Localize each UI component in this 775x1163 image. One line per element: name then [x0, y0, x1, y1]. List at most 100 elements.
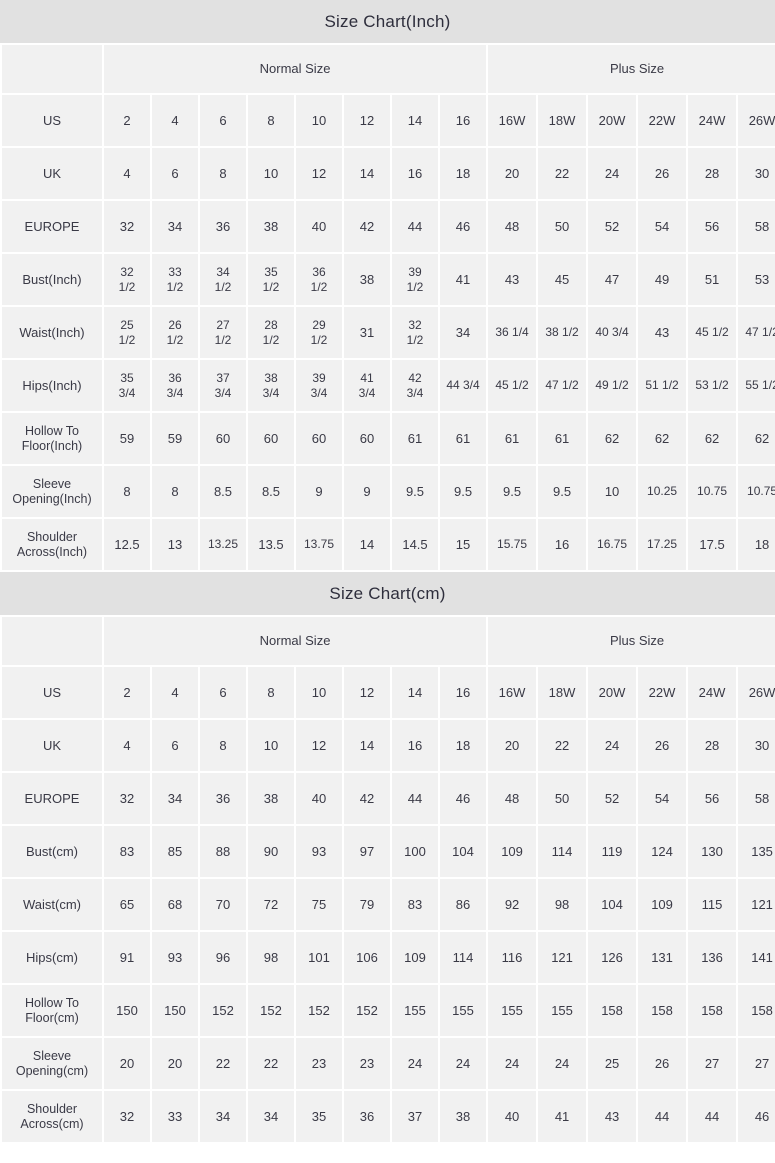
table-row: Sleeve Opening(Inch) 8 8 8.5 8.5 9 9 9.5 9.5 9.5 9.… [2, 466, 775, 517]
table-cell: 20 [488, 148, 537, 199]
table-cell: 24W [688, 95, 737, 146]
table-cell: 34 [152, 773, 198, 824]
table-cell: 4 [104, 720, 150, 771]
table-cell: 50 [538, 773, 587, 824]
row-header-label: Shoulder Across(cm) [2, 1091, 102, 1142]
table-cell: 44 [638, 1091, 687, 1142]
cell-whole-number: 34 [216, 265, 230, 280]
table-cell: 30 [738, 148, 775, 199]
table-cell: 158 [688, 985, 737, 1036]
row-header-label: Sleeve Opening(Inch) [2, 466, 102, 517]
table-row: Waist(cm) 65 68 70 72 75 79 83 86 92 98 104 109 115 12… [2, 879, 775, 930]
table-cell: 109 [488, 826, 537, 877]
table-cell: 6 [200, 667, 246, 718]
column-group-header: Normal Size [104, 617, 487, 665]
table-row: EUROPE 32 34 36 38 40 42 44 46 48 50 52 54 56 58 [2, 201, 775, 252]
table-cell: 12 [296, 148, 342, 199]
table-cell: 41 3/4 [344, 360, 390, 411]
table-cell: 49 1/2 [588, 360, 637, 411]
table-cell: 121 [538, 932, 587, 983]
table-cell: 158 [638, 985, 687, 1036]
table-cell: 18 [440, 148, 487, 199]
row-header-label: US [2, 95, 102, 146]
table-cell: 9 [296, 466, 342, 517]
table-cell: 98 [538, 879, 587, 930]
table-cell: 121 [738, 879, 775, 930]
row-label-line: Across(Inch) [16, 544, 88, 559]
table-cell: 35 3/4 [104, 360, 150, 411]
table-cell: 9 [344, 466, 390, 517]
table-row: Bust(Inch) 32 1/2 33 1/2 34 1/2 35 1/2 36 1/2 38 39 1… [2, 254, 775, 305]
table-cell: 17.25 [638, 519, 687, 570]
table-cell: 61 [440, 413, 487, 464]
column-group-header: Normal Size [104, 45, 487, 93]
table-row: UK 4 6 8 10 12 14 16 18 20 22 24 26 28 30 [2, 720, 775, 771]
group-header-row: Normal Size Plus Size [2, 617, 775, 665]
cell-whole-number: 27 [216, 318, 230, 333]
table-row: UK 4 6 8 10 12 14 16 18 20 22 24 26 28 30 [2, 148, 775, 199]
table-cell: 16 [392, 720, 438, 771]
table-cell: 44 3/4 [440, 360, 487, 411]
table-cell: 34 [152, 201, 198, 252]
table-cell: 44 [392, 201, 438, 252]
table-cell: 35 [296, 1091, 342, 1142]
table-cell: 48 [488, 773, 537, 824]
table-cell: 56 [688, 201, 737, 252]
table-cell: 49 [638, 254, 687, 305]
table-cell: 85 [152, 826, 198, 877]
table-cell: 34 [440, 307, 487, 358]
table-cell: 25 1/2 [104, 307, 150, 358]
table-cell: 38 1/2 [538, 307, 587, 358]
table-cell: 92 [488, 879, 537, 930]
table-cell: 32 [104, 201, 150, 252]
table-cell: 14 [344, 720, 390, 771]
row-header-label: Hollow To Floor(Inch) [2, 413, 102, 464]
table-cell: 16 [440, 95, 487, 146]
table-cell: 47 1/2 [538, 360, 587, 411]
table-cell: 45 1/2 [488, 360, 537, 411]
cell-fraction: 3/4 [406, 385, 424, 400]
table-cell: 23 [296, 1038, 342, 1089]
table-cell: 97 [344, 826, 390, 877]
cell-whole-number: 32 [408, 318, 422, 333]
row-header-label: Hollow To Floor(cm) [2, 985, 102, 1036]
table-cell: 22W [638, 95, 687, 146]
table-cell: 4 [152, 95, 198, 146]
table-row: US 2 4 6 8 10 12 14 16 16W 18W 20W 22W 24W 26W [2, 667, 775, 718]
table-row: Hips(Inch) 35 3/4 36 3/4 37 3/4 38 3/4 39 3/4 41 3/4… [2, 360, 775, 411]
table-cell: 26W [738, 95, 775, 146]
table-cell: 61 [538, 413, 587, 464]
table-cell: 152 [344, 985, 390, 1036]
table-cell: 8 [248, 95, 294, 146]
table-cell: 124 [638, 826, 687, 877]
table-cell: 40 [488, 1091, 537, 1142]
table-cell: 41 [538, 1091, 587, 1142]
table-corner-cell [2, 45, 102, 93]
chart-title: Size Chart(Inch) [0, 0, 775, 43]
table-cell: 6 [152, 148, 198, 199]
table-cell: 38 [344, 254, 390, 305]
row-label-line: Hollow To [25, 423, 79, 438]
table-cell: 60 [344, 413, 390, 464]
table-cell: 62 [638, 413, 687, 464]
cell-whole-number: 28 [264, 318, 278, 333]
table-cell: 15 [440, 519, 487, 570]
table-cell: 27 [738, 1038, 775, 1089]
cell-whole-number: 25 [120, 318, 134, 333]
cell-whole-number: 32 [120, 265, 134, 280]
row-header-label: Bust(Inch) [2, 254, 102, 305]
table-row: Sleeve Opening(cm) 20 20 22 22 23 23 24 24 24 24 25 2… [2, 1038, 775, 1089]
cell-fraction: 1/2 [118, 332, 136, 347]
table-cell: 60 [248, 413, 294, 464]
row-label-line: Sleeve [32, 476, 72, 491]
table-cell: 12 [296, 720, 342, 771]
table-cell: 23 [344, 1038, 390, 1089]
table-cell: 83 [104, 826, 150, 877]
cell-fraction: 3/4 [118, 385, 136, 400]
row-label-line: Shoulder [26, 1101, 78, 1116]
table-cell: 26 [638, 720, 687, 771]
table-cell: 16 [392, 148, 438, 199]
table-cell: 27 [688, 1038, 737, 1089]
table-cell: 38 [248, 773, 294, 824]
table-cell: 4 [152, 667, 198, 718]
